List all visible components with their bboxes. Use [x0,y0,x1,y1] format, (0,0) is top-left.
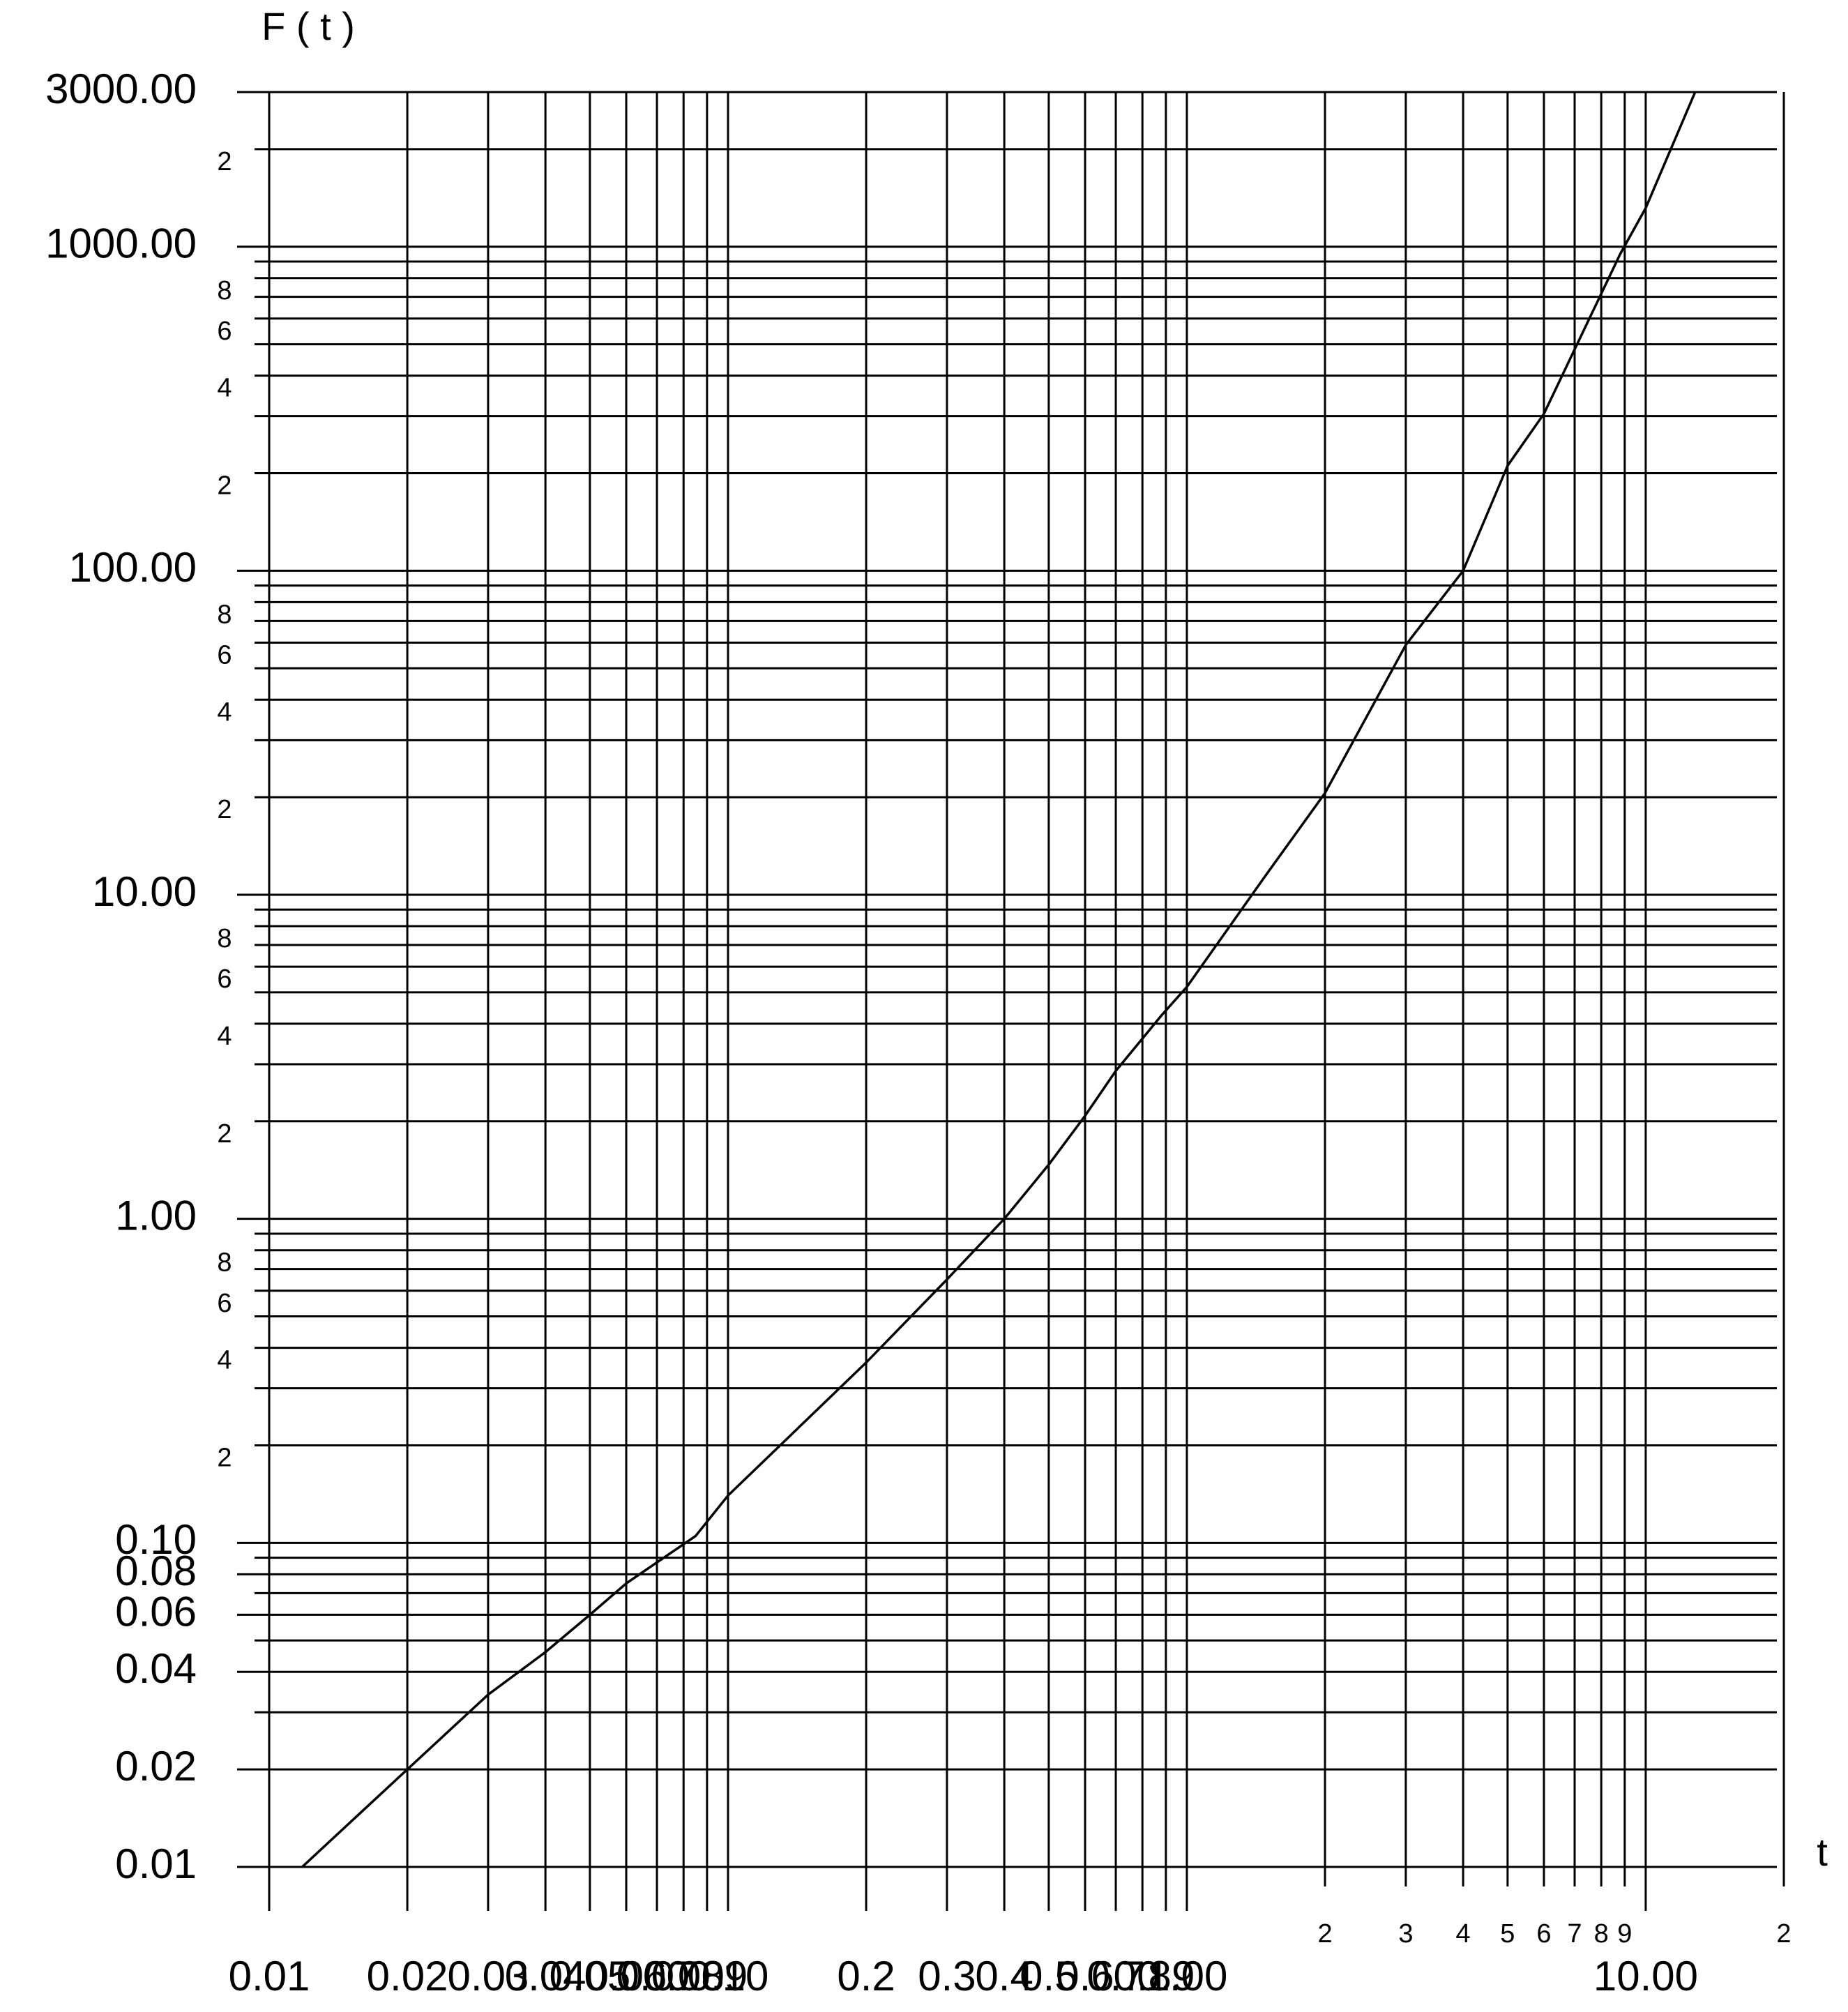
x-tick-label: 0.07 [616,1953,698,1999]
y-tick-label: 6 [217,317,232,346]
x-tick-label: 6 [1536,1919,1551,1949]
y-tick-label: 8 [217,600,232,629]
y-tick-label: 2 [217,795,232,824]
y-tick-label: 4 [217,1346,232,1375]
y-tick-label: 8 [217,924,232,953]
y-tick-label: 3000.00 [45,66,197,112]
y-tick-label: 8 [217,276,232,305]
y-tick-label: 0.06 [115,1588,197,1635]
y-tick-label: 2 [217,471,232,501]
y-tick-label: 4 [217,1022,232,1051]
y-tick-label: 1.00 [115,1193,197,1239]
y-tick-label: 1000.00 [45,220,197,267]
x-tick-label: 0.02 [367,1953,448,1999]
x-tick-label: 0.10 [688,1953,769,1999]
y-tick-label: 0.04 [115,1645,197,1692]
x-tick-label: 4 [1456,1919,1471,1949]
x-tick-label: 0.03 [448,1953,529,1999]
x-tick-label: 0.05 [550,1953,631,1999]
y-tick-label: 100.00 [68,544,197,591]
x-tick-label: 5 [1500,1919,1515,1949]
y-tick-label: 8 [217,1248,232,1278]
y-axis-label: F ( t ) [262,4,355,48]
y-tick-label: 0.01 [115,1840,197,1887]
y-tick-label: 10.00 [92,868,197,915]
x-tick-label: 0.01 [229,1953,310,1999]
y-tick-label: 0.10 [115,1516,197,1563]
y-tick-label: 4 [217,697,232,727]
x-tick-label: 1.00 [1146,1953,1228,1999]
x-tick-label: 0.2 [837,1953,895,1999]
x-tick-label: 0.8 [1113,1953,1171,1999]
y-tick-label: 2 [217,1119,232,1149]
x-tick-label: 0.9 [1137,1953,1195,1999]
x-tick-label: 0.6 [1056,1953,1114,1999]
y-tick-label: 2 [217,1443,232,1472]
x-tick-label: 2 [1317,1919,1332,1949]
y-tick-label: 6 [217,1289,232,1318]
x-tick-label: 9 [1617,1919,1632,1949]
x-tick-label: 0.4 [975,1953,1033,1999]
x-axis-label: t [1817,1830,1828,1874]
y-tick-label: 2 [217,147,232,176]
y-tick-label: 6 [217,965,232,994]
x-tick-label: 3 [1398,1919,1413,1949]
y-tick-label: 4 [217,374,232,403]
x-tick-label: 0.7 [1086,1953,1144,1999]
x-tick-label: 7 [1567,1919,1582,1949]
y-tick-label: 0.08 [115,1548,197,1594]
curve [301,92,1697,1868]
x-tick-label: 2 [1776,1919,1791,1949]
x-tick-label: 0.09 [666,1953,748,1999]
y-tick-label: 6 [217,640,232,670]
y-tick-label: 0.02 [115,1743,197,1790]
x-tick-label: 8 [1594,1919,1609,1949]
x-tick-label: 0.5 [1020,1953,1077,1999]
x-tick-label: 10.00 [1593,1953,1698,1999]
x-tick-label: 0.06 [586,1953,667,1999]
x-tick-label: 0.04 [505,1953,586,1999]
x-tick-label: 0.3 [918,1953,976,1999]
x-tick-label: 0.08 [643,1953,725,1999]
